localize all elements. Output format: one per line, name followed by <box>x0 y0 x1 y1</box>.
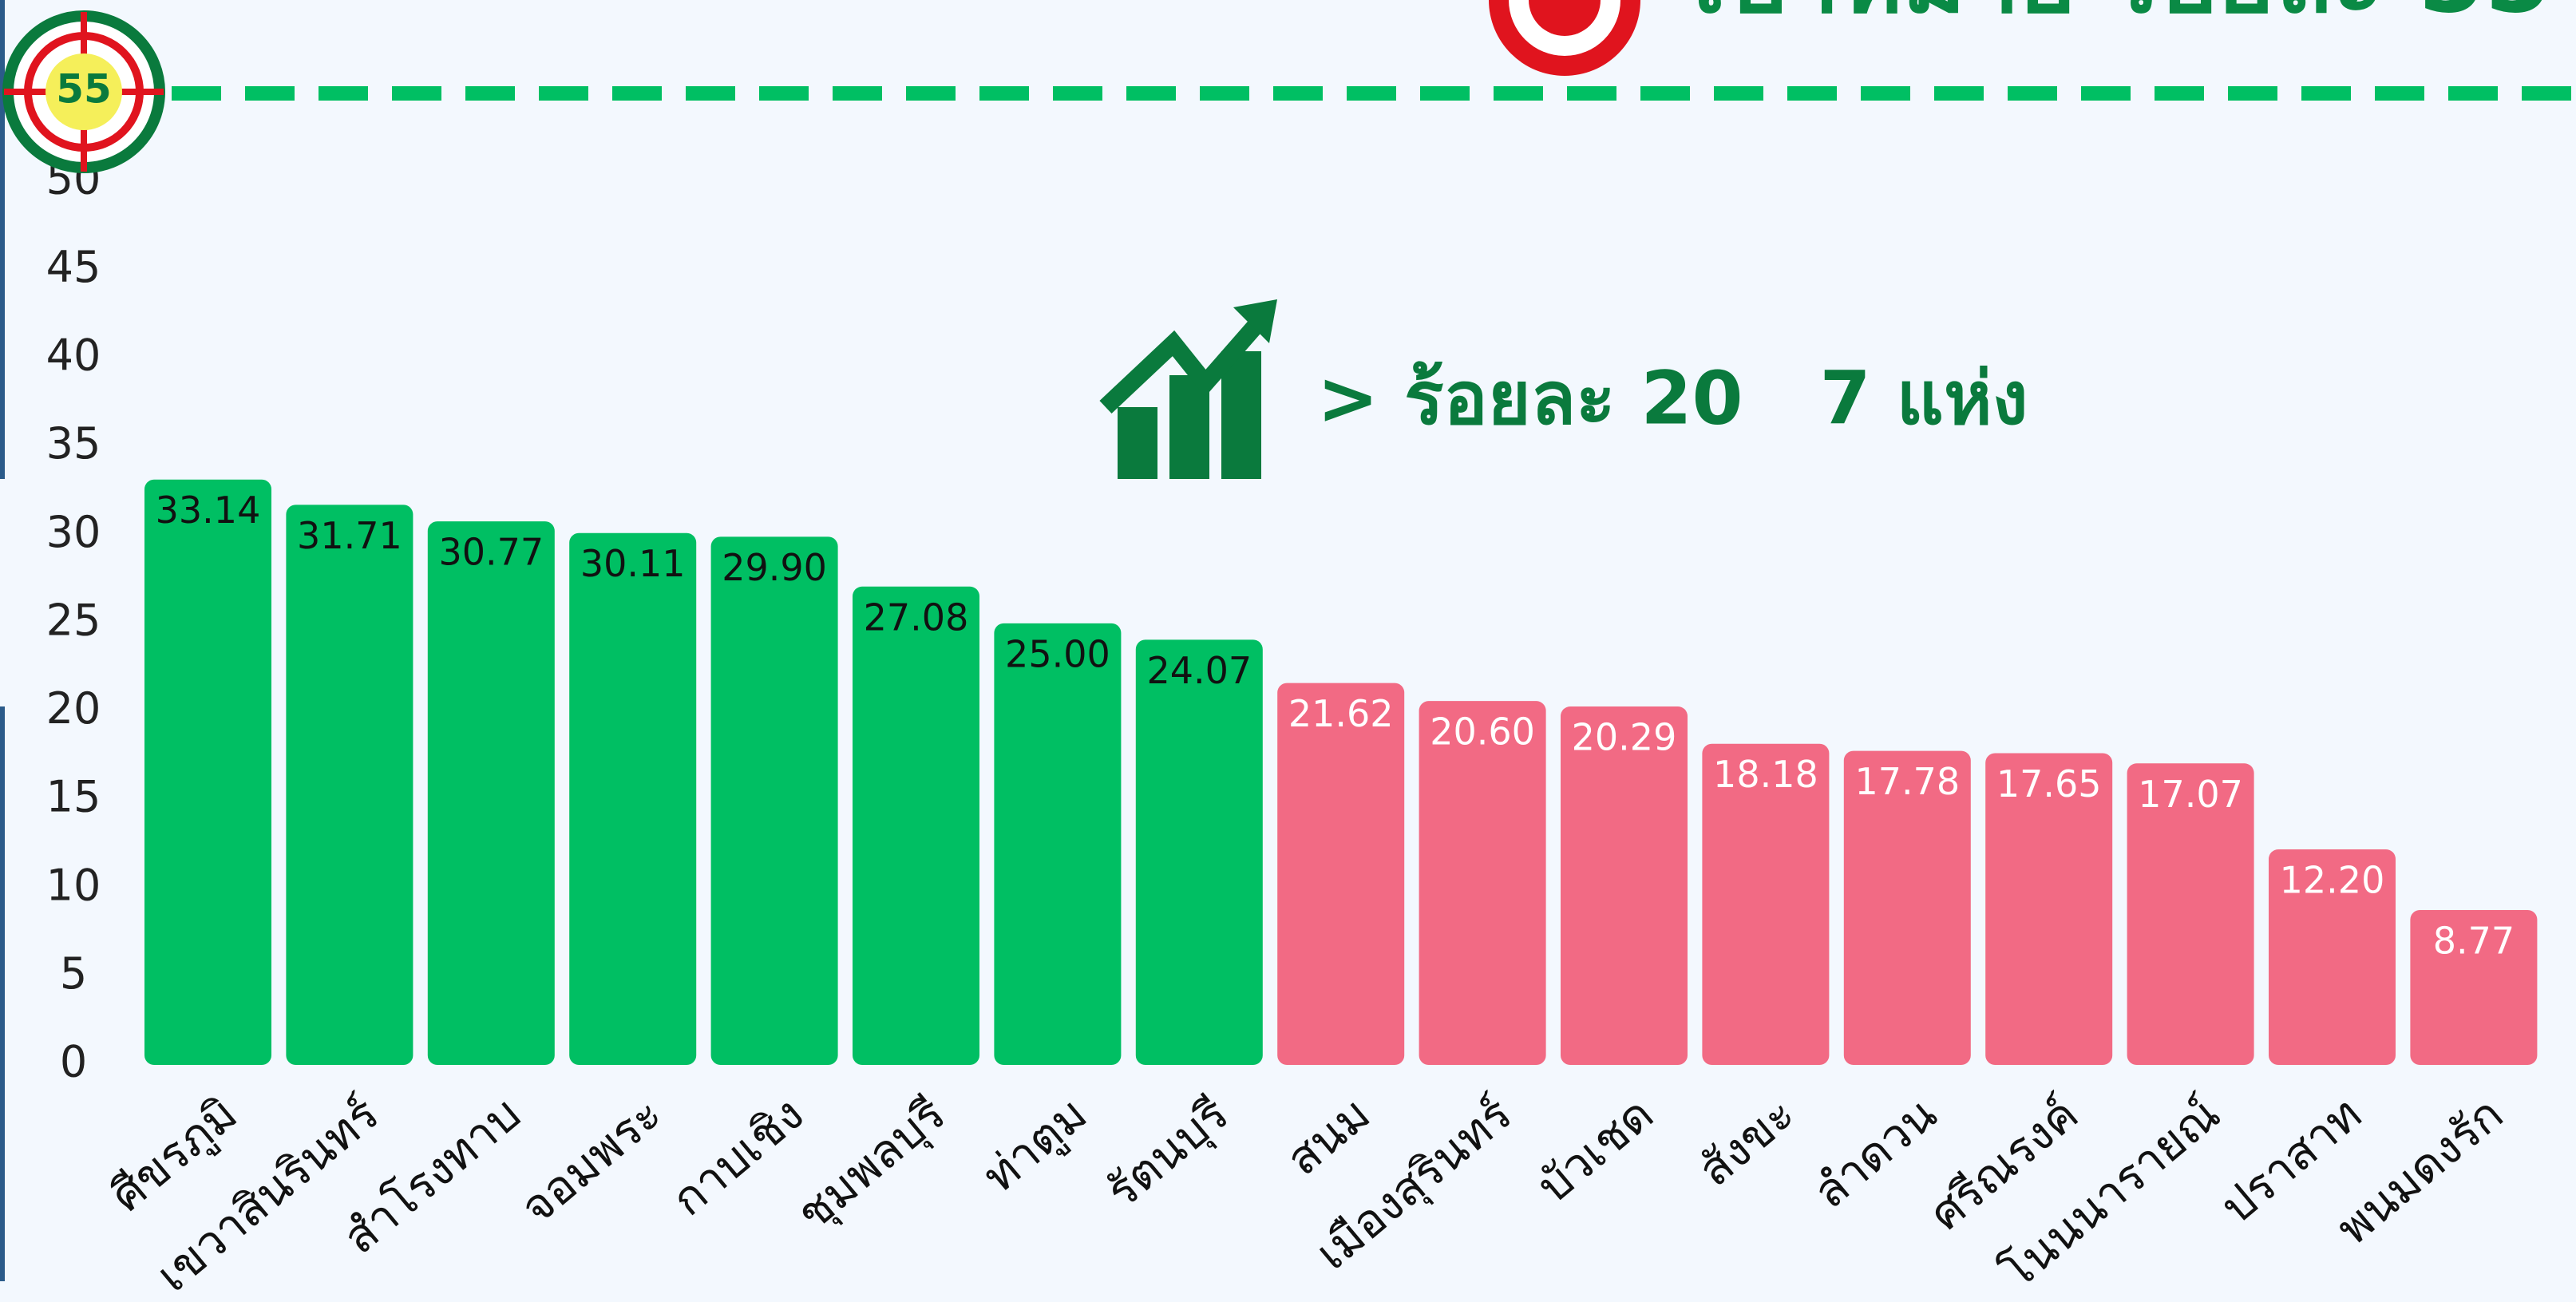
value-label: 8.77 <box>2433 919 2515 962</box>
y-tick-label: 30 <box>46 507 101 557</box>
y-tick-label: 5 <box>60 948 87 999</box>
y-tick-label: 10 <box>46 860 101 910</box>
bar <box>1843 750 1971 1065</box>
bar <box>710 536 838 1065</box>
value-label: 17.07 <box>2138 773 2243 816</box>
bar <box>144 479 271 1065</box>
bar <box>1419 701 1546 1065</box>
y-tick-label: 0 <box>60 1037 87 1087</box>
bar <box>1985 753 2113 1065</box>
value-label: 20.60 <box>1430 710 1535 754</box>
y-tick-label: 20 <box>46 683 101 734</box>
left-border <box>0 706 5 1281</box>
value-label: 18.18 <box>1713 753 1818 796</box>
bar <box>994 623 1122 1065</box>
y-tick-label: 15 <box>46 772 101 822</box>
growth-icon <box>1099 299 1277 479</box>
target-badge <box>46 53 122 130</box>
annotation: > ร้อยละ 20 7 แห่ง <box>1317 355 2028 441</box>
value-label: 17.78 <box>1854 760 1960 803</box>
value-label: 12.20 <box>2280 859 2385 902</box>
bar <box>2127 763 2254 1065</box>
value-label: 30.77 <box>438 531 544 574</box>
bar <box>427 521 555 1065</box>
value-label: 29.90 <box>722 546 827 589</box>
bar <box>286 505 414 1065</box>
value-label: 27.08 <box>864 596 969 639</box>
value-label: 31.71 <box>297 514 402 557</box>
y-tick-label: 35 <box>46 418 101 469</box>
bar <box>569 532 697 1065</box>
value-label: 33.14 <box>156 489 261 532</box>
value-label: 25.00 <box>1005 632 1110 675</box>
value-label: 17.65 <box>1996 762 2102 805</box>
target-value: 55 <box>56 66 112 113</box>
y-tick-label: 25 <box>46 595 101 645</box>
value-label: 30.11 <box>580 542 686 585</box>
y-tick-label: 45 <box>46 242 101 292</box>
bar <box>2410 909 2538 1065</box>
left-border <box>0 0 5 479</box>
target-icon <box>1489 0 1640 76</box>
bar <box>2269 849 2396 1065</box>
target-label: เป้าหมาย ร้อยละ 55 <box>1692 0 2551 35</box>
value-label: 24.07 <box>1146 649 1252 692</box>
bar <box>1277 683 1405 1065</box>
bar <box>1135 639 1263 1065</box>
y-tick-label: 40 <box>46 330 101 381</box>
bar <box>853 586 979 1065</box>
bar <box>1702 743 1830 1065</box>
value-label: 20.29 <box>1572 716 1677 759</box>
bar <box>1561 706 1688 1065</box>
value-label: 21.62 <box>1288 692 1394 735</box>
